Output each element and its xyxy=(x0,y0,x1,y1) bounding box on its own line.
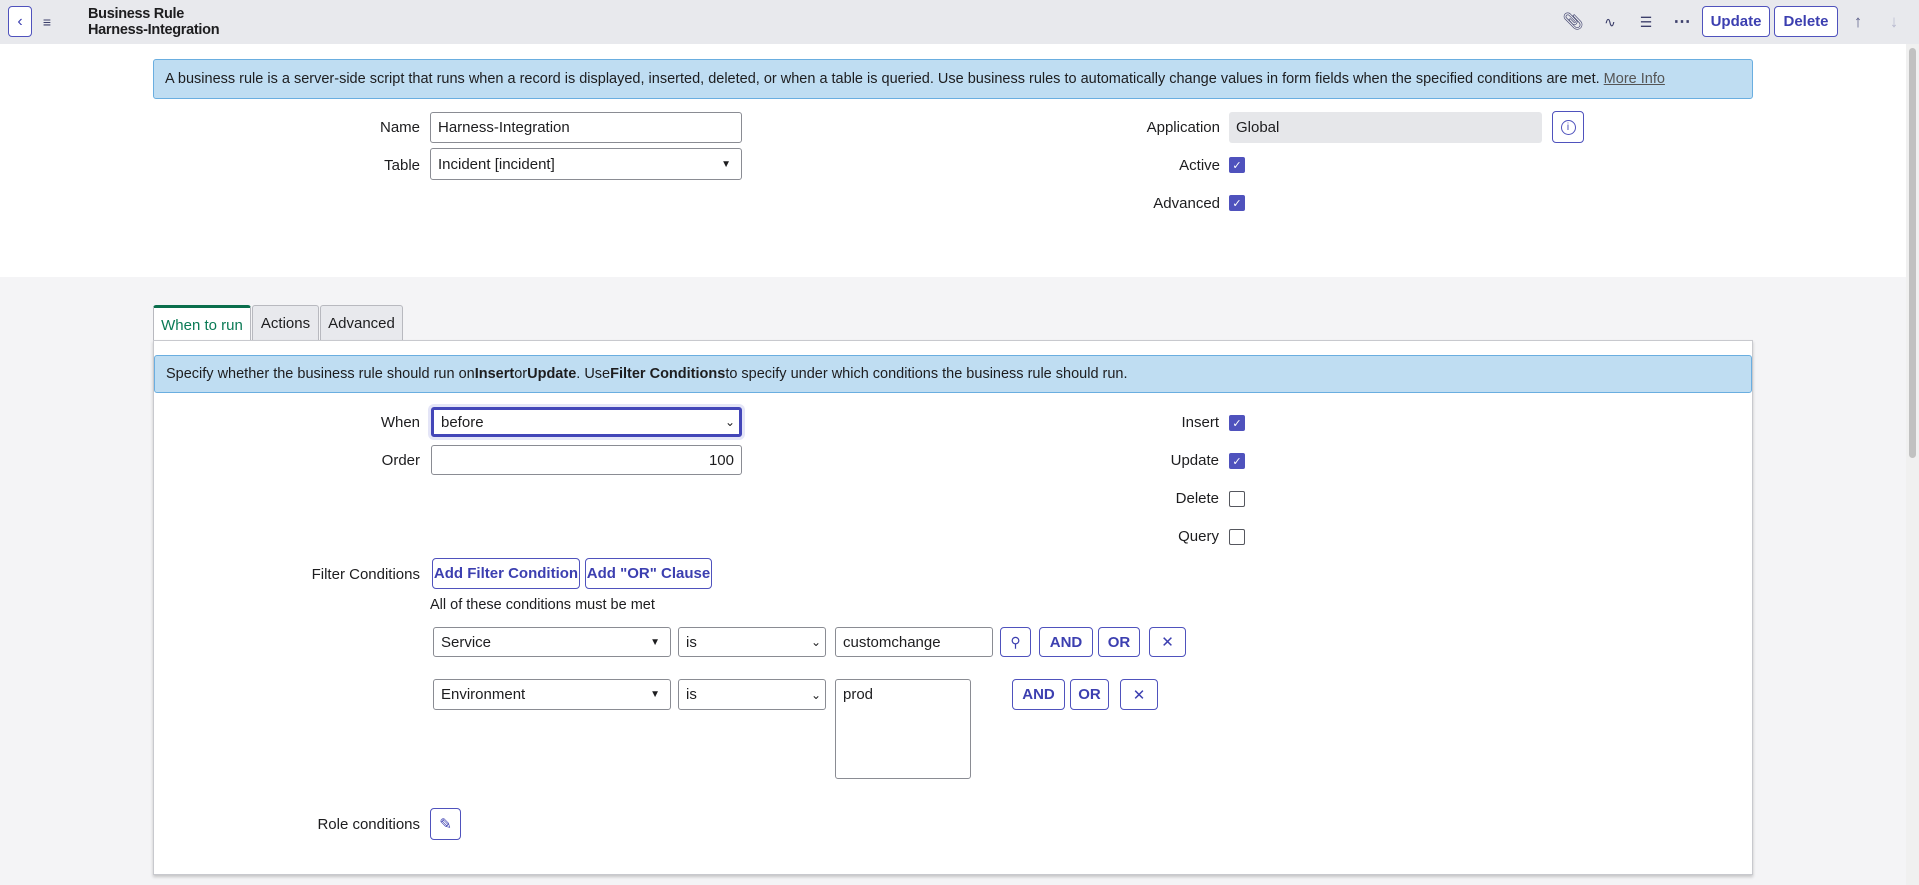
edit-role-conditions-button[interactable]: ✎ xyxy=(430,808,461,840)
update-checkbox[interactable]: ✓ xyxy=(1229,453,1245,469)
chevron-down-icon: ⌄ xyxy=(724,415,735,429)
caret-down-icon: ▼ xyxy=(650,689,660,700)
order-label: Order xyxy=(381,452,420,469)
condition-value-input[interactable]: customchange xyxy=(835,627,993,657)
advanced-checkbox[interactable]: ✓ xyxy=(1229,195,1245,211)
caret-down-icon: ▼ xyxy=(721,158,731,170)
tab-advanced[interactable]: Advanced xyxy=(320,305,403,341)
query-label: Query xyxy=(1178,528,1219,545)
tab-when-to-run[interactable]: When to run xyxy=(153,305,251,342)
scrollbar-thumb[interactable] xyxy=(1909,48,1916,458)
when-label: When xyxy=(380,414,420,431)
when-to-run-banner: Specify whether the business rule should… xyxy=(154,355,1752,393)
table-label: Table xyxy=(384,157,420,174)
activity-icon[interactable]: ∿ xyxy=(1604,13,1616,30)
caret-down-icon: ▼ xyxy=(650,636,660,648)
when-select[interactable]: before ⌄ xyxy=(431,407,742,437)
update-label: Update xyxy=(1170,452,1219,469)
sliders-icon[interactable]: ☰ xyxy=(1639,13,1653,30)
query-checkbox[interactable] xyxy=(1229,529,1245,545)
remove-condition-button[interactable]: ✕ xyxy=(1149,627,1186,657)
active-label: Active xyxy=(1179,157,1220,174)
or-button[interactable]: OR xyxy=(1070,679,1109,710)
insert-checkbox[interactable]: ✓ xyxy=(1229,415,1245,431)
remove-condition-button[interactable]: ✕ xyxy=(1120,679,1158,710)
banner-text: to specify under which conditions the bu… xyxy=(725,366,1128,382)
condition-field-select[interactable]: Service ▼ xyxy=(433,627,671,657)
condition-operator-select[interactable]: is ⌄ xyxy=(678,627,826,657)
and-button[interactable]: AND xyxy=(1039,627,1093,657)
table-value: Incident [incident] xyxy=(438,155,555,173)
order-input[interactable]: 100 xyxy=(431,445,742,475)
role-conditions-label: Role conditions xyxy=(317,816,420,833)
add-or-clause-button[interactable]: Add "OR" Clause xyxy=(585,558,712,589)
active-checkbox[interactable]: ✓ xyxy=(1229,157,1245,173)
name-label: Name xyxy=(379,119,420,136)
banner-text: Specify whether the business rule should… xyxy=(166,366,475,382)
info-icon: i xyxy=(1560,119,1576,135)
banner-bold-update: Update xyxy=(527,366,577,382)
paperclip-icon[interactable]: 📎︎ xyxy=(1562,12,1584,31)
advanced-label: Advanced xyxy=(1153,195,1220,212)
application-info-button[interactable]: i xyxy=(1552,111,1584,143)
chevron-down-icon: ⌄ xyxy=(810,635,821,649)
insert-label: Insert xyxy=(1181,414,1219,431)
name-input[interactable]: Harness-Integration xyxy=(430,112,742,143)
when-value: before xyxy=(441,413,484,431)
back-button[interactable]: ‹ xyxy=(8,6,32,37)
chevron-down-icon: ⌄ xyxy=(810,687,821,702)
application-label: Application xyxy=(1146,119,1220,136)
delete-button[interactable]: Delete xyxy=(1774,6,1838,37)
delete-label: Delete xyxy=(1175,490,1219,507)
arrow-up-icon[interactable]: ↑ xyxy=(1853,12,1863,31)
banner-bold-insert: Insert xyxy=(474,366,515,382)
search-icon: ⚲ xyxy=(1010,633,1021,650)
conditions-note: All of these conditions must be met xyxy=(430,597,655,613)
record-name: Harness-Integration xyxy=(88,22,220,38)
info-banner: A business rule is a server-side script … xyxy=(153,59,1753,99)
add-filter-condition-button[interactable]: Add Filter Condition xyxy=(432,558,580,589)
back-icon: ‹ xyxy=(17,12,23,30)
condition-field: Environment xyxy=(441,686,526,703)
delete-checkbox[interactable] xyxy=(1229,491,1245,507)
condition-operator: is xyxy=(686,633,697,651)
application-field: Global xyxy=(1229,112,1542,143)
table-select[interactable]: Incident [incident] ▼ xyxy=(430,148,742,180)
record-type: Business Rule xyxy=(88,6,185,22)
more-info-link[interactable]: More Info xyxy=(1603,71,1665,87)
tab-actions[interactable]: Actions xyxy=(252,305,319,341)
arrow-down-icon: ↓ xyxy=(1889,12,1899,31)
lookup-button[interactable]: ⚲ xyxy=(1000,627,1031,657)
close-icon: ✕ xyxy=(1161,634,1174,651)
more-icon[interactable]: ⋯ xyxy=(1673,12,1691,31)
and-button[interactable]: AND xyxy=(1012,679,1065,710)
condition-field: Service xyxy=(441,633,492,651)
close-icon: ✕ xyxy=(1132,686,1146,704)
banner-bold-filter: Filter Conditions xyxy=(610,366,726,382)
condition-operator: is xyxy=(686,686,697,703)
condition-field-select[interactable]: Environment ▼ xyxy=(433,679,671,710)
or-button[interactable]: OR xyxy=(1098,627,1140,657)
banner-text: or xyxy=(514,366,528,382)
condition-value-textarea[interactable]: prod xyxy=(835,679,971,779)
banner-text: . Use xyxy=(576,366,611,382)
filter-conditions-label: Filter Conditions xyxy=(311,566,420,583)
form-header xyxy=(0,0,1919,44)
pencil-icon: ✎ xyxy=(439,816,452,833)
tab-panel xyxy=(153,340,1753,875)
condition-operator-select[interactable]: is ⌄ xyxy=(678,679,826,710)
update-button[interactable]: Update xyxy=(1702,6,1770,37)
scrollbar[interactable] xyxy=(1906,44,1919,885)
menu-icon[interactable]: ≡ xyxy=(42,14,52,30)
info-text: A business rule is a server-side script … xyxy=(165,71,1600,87)
